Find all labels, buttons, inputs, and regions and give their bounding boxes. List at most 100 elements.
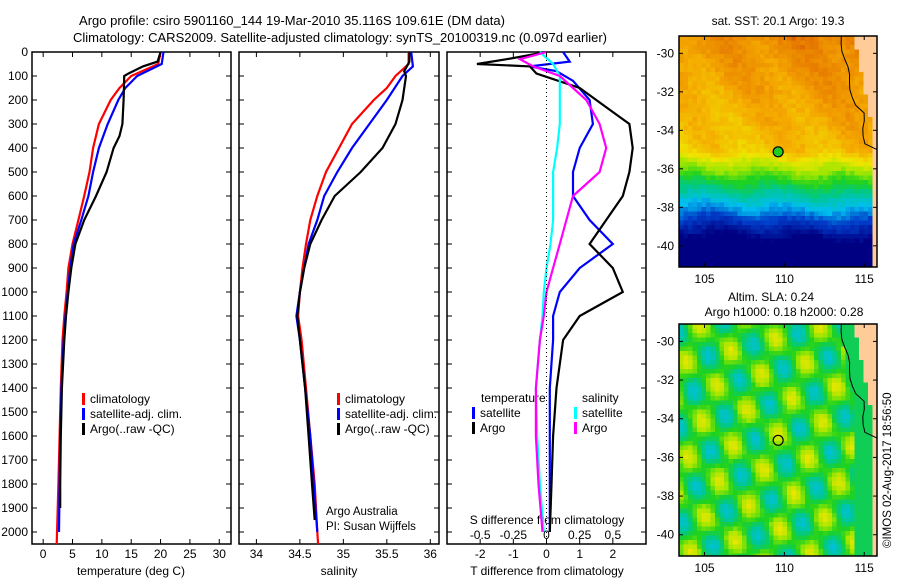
temperature-panel: temperature (deg C) 01002003004005006007…: [1, 45, 232, 578]
y-tick-label: 700: [8, 213, 28, 227]
y-tick-label: 1200: [1, 333, 28, 347]
x-tick-label: 0: [543, 547, 550, 561]
lon-tick-label: 105: [695, 561, 715, 575]
sst-map-panel: sat. SST: 20.1 Argo: 19.3 105 110 115 -30 -3…: [657, 14, 878, 286]
y-tick-label: 0: [21, 45, 28, 59]
lon-tick-label: 105: [695, 272, 715, 286]
x2-tick-label: -0.5: [470, 528, 491, 542]
y-tick-label: 900: [8, 261, 28, 275]
legend-label: climatology: [90, 392, 150, 406]
x-tick-label: 2: [609, 547, 616, 561]
lon-tick-label: 110: [775, 561, 794, 575]
annotation-line-2: PI: Susan Wijffels: [326, 521, 416, 533]
legend-label: Argo: [480, 421, 506, 435]
lat-tick-label: -32: [657, 85, 675, 99]
legend-label: satellite: [480, 406, 521, 420]
lat-tick-label: -38: [657, 489, 675, 503]
x-tick-label: 34.5: [288, 547, 312, 561]
lat-tick-label: -36: [657, 450, 675, 464]
x-tick-label: 10: [95, 547, 109, 561]
legend-swatch: [574, 407, 577, 419]
y-tick-label: 2000: [1, 525, 28, 539]
lat-tick-label: -40: [657, 528, 675, 542]
lat-tick-label: -40: [657, 239, 675, 253]
lon-tick-label: 115: [855, 272, 874, 286]
isobath-contour: [840, 323, 878, 439]
series-line-argo-raw-qc-: [59, 51, 162, 508]
sla-map-panel: Altim. SLA: 0.24 Argo h1000: 0.18 h2000:…: [657, 290, 878, 575]
sst-map-title: sat. SST: 20.1 Argo: 19.3: [712, 14, 845, 28]
legend-swatch: [472, 422, 475, 434]
x-tick-label: 15: [125, 547, 139, 561]
legend-swatch: [337, 408, 340, 420]
map-frame: [678, 35, 878, 268]
title-line-2: Climatology: CARS2009. Satellite-adjuste…: [73, 30, 607, 45]
salinity-panel: salinity Argo Australia PI: Susan Wijffe…: [238, 51, 440, 578]
x-tick-label: -1: [508, 547, 519, 561]
series-line-satellite-adj-clim-: [57, 51, 165, 533]
y-tick-label: 1300: [1, 357, 28, 371]
x-tick-label: 30: [213, 547, 227, 561]
legend-header-salinity: salinity: [582, 391, 619, 405]
difference-panel: T difference from climatology S differen…: [446, 50, 647, 578]
isobath-contour: [840, 35, 878, 151]
legend-swatch: [574, 422, 577, 434]
title-line-1: Argo profile: csiro 5901160_144 19-Mar-2…: [79, 13, 505, 28]
sla-map-title-1: Altim. SLA: 0.24: [728, 290, 814, 304]
legend-label: satellite-adj. clim.: [90, 407, 182, 421]
legend-swatch: [337, 393, 340, 405]
x-tick-label: 35: [337, 547, 351, 561]
lat-tick-label: -36: [657, 162, 675, 176]
x-tick-label: 0: [40, 547, 47, 561]
x-tick-label: 5: [69, 547, 76, 561]
y-tick-label: 800: [8, 237, 28, 251]
legend-label: satellite-adj. clim.: [345, 407, 437, 421]
x2-tick-label: 0.25: [568, 528, 592, 542]
x-tick-label: 20: [154, 547, 168, 561]
legend-label: Argo(..raw -QC): [345, 422, 430, 436]
annotation-line-1: Argo Australia: [326, 506, 398, 518]
argo-position-marker: [772, 434, 784, 446]
plot-frame: [238, 51, 440, 545]
sst-image: [679, 36, 877, 267]
x-tick-label: 25: [183, 547, 197, 561]
y-tick-label: 500: [8, 165, 28, 179]
lat-tick-label: -34: [657, 123, 675, 137]
lat-tick-label: -34: [657, 412, 675, 426]
y-tick-label: 1500: [1, 405, 28, 419]
legend-header-temperature: temperature: [481, 391, 546, 405]
lat-tick-label: -38: [657, 200, 675, 214]
x-tick-label: -2: [475, 547, 486, 561]
legend-swatch: [337, 423, 340, 435]
y-tick-label: 1100: [2, 309, 28, 323]
x-tick-label: 35.5: [375, 547, 399, 561]
x2-tick-label: 0.5: [604, 528, 621, 542]
y-tick-label: 1900: [1, 501, 28, 515]
credit-text: ©IMOS 02-Aug-2017 18:56:50: [882, 392, 894, 548]
lon-tick-label: 115: [855, 561, 874, 575]
plot-frame: [31, 51, 232, 545]
sla-image: [679, 324, 877, 556]
y-tick-label: 1000: [1, 285, 28, 299]
y-tick-label: 1800: [1, 477, 28, 491]
y-tick-label: 400: [8, 141, 28, 155]
y-tick-label: 600: [8, 189, 28, 203]
series-line-argo-raw-qc-: [296, 52, 411, 521]
sla-map-title-2: Argo h1000: 0.18 h2000: 0.28: [705, 305, 864, 319]
legend-swatch: [472, 407, 475, 419]
y-tick-label: 200: [8, 93, 28, 107]
y-tick-label: 1400: [1, 381, 28, 395]
legend-swatch: [82, 393, 85, 405]
y-tick-label: 1600: [1, 429, 28, 443]
argo-position-marker: [772, 146, 784, 158]
series-line-s-satellite: [534, 51, 561, 533]
x-tick-label: 1: [576, 547, 583, 561]
series-line-t-argo: [476, 50, 634, 533]
lon-tick-label: 110: [775, 272, 794, 286]
temperature-xlabel: temperature (deg C): [77, 564, 185, 578]
x-tick-label: 34: [250, 547, 264, 561]
legend-label: satellite: [582, 406, 623, 420]
series-line-s-argo: [517, 50, 608, 533]
series-line-climatology: [296, 52, 410, 545]
